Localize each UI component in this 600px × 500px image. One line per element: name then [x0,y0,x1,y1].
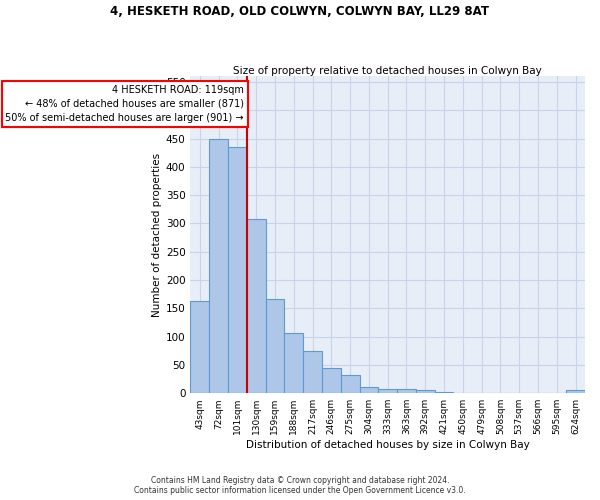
Bar [303,352,322,393]
Bar [209,139,228,393]
Y-axis label: Number of detached properties: Number of detached properties [152,152,161,317]
Title: Size of property relative to detached houses in Colwyn Bay: Size of property relative to detached ho… [233,66,542,76]
Bar [434,392,454,393]
Text: Contains HM Land Registry data © Crown copyright and database right 2024.
Contai: Contains HM Land Registry data © Crown c… [134,476,466,495]
Text: 4 HESKETH ROAD: 119sqm
← 48% of detached houses are smaller (871)
50% of semi-de: 4 HESKETH ROAD: 119sqm ← 48% of detached… [5,85,244,123]
Bar [566,390,585,393]
Bar [284,333,303,393]
Bar [322,368,341,393]
Bar [416,390,434,393]
Bar [379,388,397,393]
Bar [247,220,266,393]
Bar [341,375,359,393]
Bar [359,387,379,393]
Bar [228,147,247,393]
Bar [397,388,416,393]
Bar [266,298,284,393]
Bar [190,301,209,393]
X-axis label: Distribution of detached houses by size in Colwyn Bay: Distribution of detached houses by size … [246,440,530,450]
Text: 4, HESKETH ROAD, OLD COLWYN, COLWYN BAY, LL29 8AT: 4, HESKETH ROAD, OLD COLWYN, COLWYN BAY,… [110,5,490,18]
